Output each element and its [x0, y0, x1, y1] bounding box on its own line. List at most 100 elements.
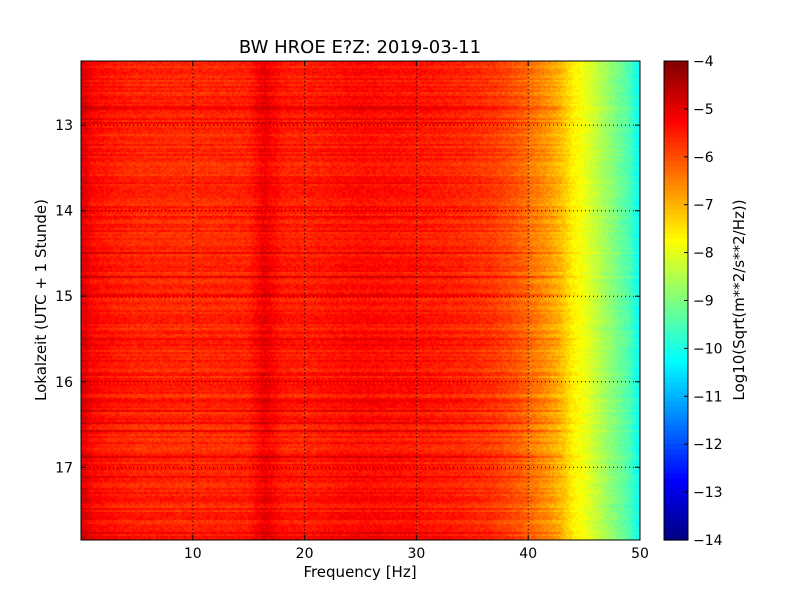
colorbar-segment [664, 314, 688, 321]
colorbar-segment [664, 128, 688, 134]
colorbar-segment [664, 472, 688, 479]
colorbar-tick-label: −6 [693, 150, 714, 166]
colorbar-segment [664, 152, 688, 158]
spectrogram-image [81, 61, 640, 540]
colorbar-segment [664, 185, 688, 191]
colorbar-segment [664, 142, 688, 148]
colorbar-segment [664, 516, 688, 522]
colorbar-segment [664, 252, 688, 258]
colorbar-tick-label: −5 [693, 102, 714, 118]
colorbar-segment [664, 65, 688, 72]
colorbar-segment [664, 61, 688, 67]
colorbar-segment [664, 405, 688, 412]
colorbar-segment [664, 439, 688, 445]
colorbar-segment [664, 75, 688, 81]
colorbar-segment [664, 386, 688, 393]
colorbar-segment [664, 396, 688, 402]
colorbar-tick-label: −10 [693, 341, 723, 357]
colorbar-tick-label: −9 [693, 294, 714, 310]
colorbar-segment [664, 180, 688, 187]
colorbar-segment [664, 262, 688, 268]
colorbar-segment [664, 84, 688, 91]
colorbar-segment [664, 429, 688, 436]
x-axis-label: Frequency [Hz] [303, 563, 416, 581]
y-axis-label: Lokalzeit (UTC + 1 Stunde) [32, 199, 50, 401]
colorbar-segment [664, 271, 688, 278]
colorbar-segment [664, 171, 688, 177]
colorbar-segment [664, 420, 688, 426]
colorbar-segment [664, 219, 688, 225]
colorbar-segment [664, 324, 688, 330]
colorbar-tick-label: −12 [693, 437, 723, 453]
colorbar-segment [664, 487, 688, 493]
colorbar-segment [664, 223, 688, 230]
colorbar-segment [664, 238, 688, 244]
colorbar-segment [664, 362, 688, 369]
chart-title: BW HROE E?Z: 2019-03-11 [239, 37, 481, 58]
colorbar-segment [664, 247, 688, 254]
colorbar-segment [664, 113, 688, 120]
colorbar-segment [664, 104, 688, 110]
colorbar-segment [664, 199, 688, 206]
colorbar-segment [664, 501, 688, 508]
colorbar-segment [664, 319, 688, 326]
colorbar-segment [664, 80, 688, 86]
colorbar-segment [664, 492, 688, 498]
colorbar-segment [664, 195, 688, 201]
colorbar-segment [664, 243, 688, 249]
colorbar-segment [664, 448, 688, 455]
plot-area: 10 20 30 40 50 13 14 15 16 17 [55, 60, 649, 562]
colorbar-segment [664, 266, 688, 273]
colorbar-segment [664, 118, 688, 124]
colorbar-tick-label: −13 [693, 485, 723, 501]
colorbar-segment [664, 300, 688, 306]
colorbar-segment [664, 209, 688, 215]
colorbar-segment [664, 276, 688, 282]
plot-frame [80, 60, 641, 541]
x-tick-label: 20 [296, 546, 314, 562]
colorbar-segment [664, 257, 688, 263]
colorbar-segment [664, 94, 688, 100]
colorbar-segment [664, 535, 688, 541]
colorbar-segment [664, 391, 688, 397]
colorbar-segment [664, 367, 688, 373]
y-tick-label: 16 [55, 375, 73, 391]
colorbar-segment [664, 290, 688, 297]
colorbar-segment [664, 520, 688, 527]
colorbar-segment [664, 123, 688, 129]
y-tick-label: 15 [55, 289, 73, 305]
y-tick-label: 13 [55, 118, 73, 134]
colorbar-segment [664, 89, 688, 96]
x-tick-label: 50 [631, 546, 649, 562]
colorbar-segment [664, 338, 688, 345]
colorbar-segment [664, 281, 688, 287]
colorbar-segment [664, 233, 688, 239]
colorbar-segment [664, 228, 688, 235]
colorbar-segment [664, 434, 688, 441]
colorbar-segment [664, 381, 688, 388]
y-tick-label: 17 [55, 460, 73, 476]
colorbar-segment [664, 377, 688, 383]
colorbar-segment [664, 458, 688, 464]
colorbar-segment [664, 343, 688, 349]
colorbar-segment [664, 477, 688, 484]
colorbar-segment [664, 166, 688, 172]
colorbar-tick-label: −8 [693, 246, 714, 262]
colorbar-segment [664, 425, 688, 431]
colorbar-segment [664, 357, 688, 364]
x-tick-label: 10 [184, 546, 202, 562]
colorbar-segment [664, 482, 688, 488]
colorbar-segment [664, 463, 688, 469]
colorbar-tick-label: −4 [693, 54, 714, 70]
colorbar-segment [664, 108, 688, 115]
colorbar-segment [664, 506, 688, 512]
colorbar-segment [664, 511, 688, 517]
colorbar-segment [664, 132, 688, 139]
y-tick-label: 14 [55, 204, 73, 220]
colorbar-segment [664, 175, 688, 182]
colorbar-segment [664, 468, 688, 474]
colorbar-segment [664, 444, 688, 450]
colorbar-segment [664, 348, 688, 354]
colorbar-segment [664, 453, 688, 460]
colorbar-segment [664, 329, 688, 335]
